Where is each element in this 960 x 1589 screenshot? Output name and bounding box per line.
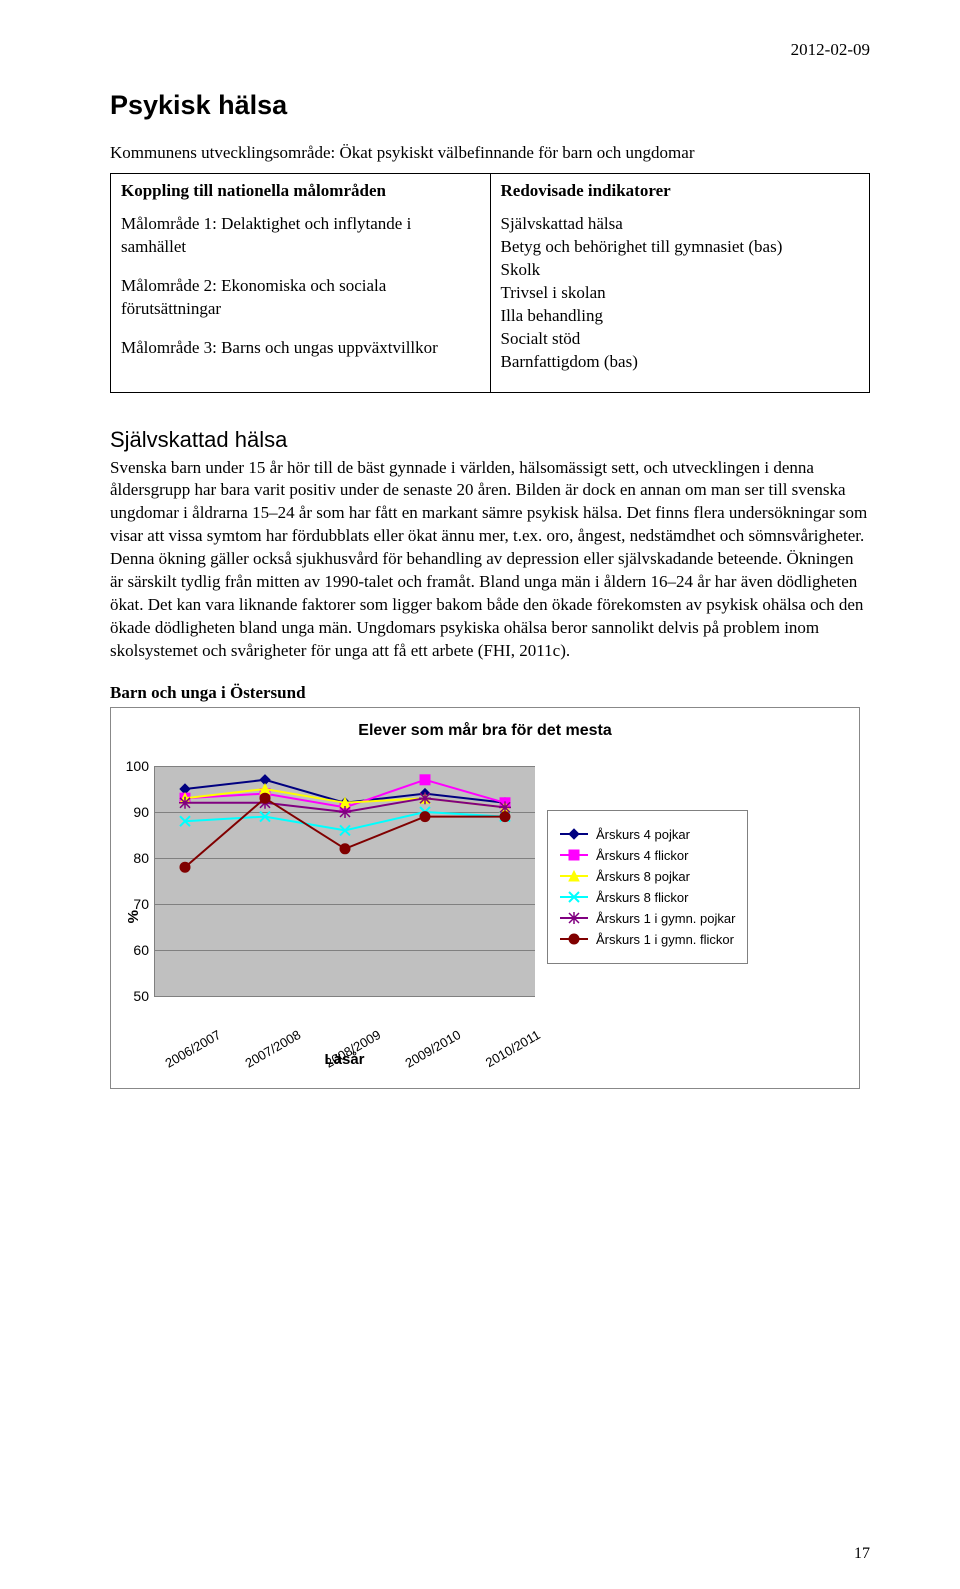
legend-swatch bbox=[560, 912, 588, 924]
chart-ytick: 80 bbox=[115, 850, 149, 866]
body-paragraph: Svenska barn under 15 år hör till de bäs… bbox=[110, 457, 870, 663]
chart-ytick: 50 bbox=[115, 988, 149, 1004]
chart-ytick: 90 bbox=[115, 804, 149, 820]
table-right-item: Trivsel i skolan bbox=[501, 282, 860, 305]
legend-swatch bbox=[560, 870, 588, 882]
legend-label: Årskurs 1 i gymn. pojkar bbox=[596, 911, 735, 926]
table-right-header: Redovisade indikatorer bbox=[501, 180, 860, 203]
legend-swatch bbox=[560, 891, 588, 903]
chart-legend: Årskurs 4 pojkar Årskurs 4 flickor Årsku… bbox=[547, 810, 748, 964]
table-left-item: Målområde 2: Ekonomiska och sociala föru… bbox=[121, 275, 480, 321]
legend-label: Årskurs 4 flickor bbox=[596, 848, 688, 863]
page-number: 17 bbox=[854, 1545, 870, 1563]
table-right-item: Betyg och behörighet till gymnasiet (bas… bbox=[501, 236, 860, 259]
chart-container: Elever som mår bra för det mesta % 50607… bbox=[110, 707, 860, 1089]
legend-item: Årskurs 4 flickor bbox=[560, 848, 735, 863]
legend-label: Årskurs 8 pojkar bbox=[596, 869, 690, 884]
linkage-table: Koppling till nationella målområden Målo… bbox=[110, 173, 870, 393]
chart-ytick: 100 bbox=[115, 758, 149, 774]
table-right-item: Självskattad hälsa bbox=[501, 213, 860, 236]
date-header: 2012-02-09 bbox=[110, 40, 870, 60]
table-right-item: Illa behandling bbox=[501, 305, 860, 328]
table-left-item: Målområde 1: Delaktighet och inflytande … bbox=[121, 213, 480, 259]
legend-item: Årskurs 4 pojkar bbox=[560, 827, 735, 842]
table-right-cell: Redovisade indikatorer Självskattad häls… bbox=[490, 174, 870, 393]
chart-ytick: 60 bbox=[115, 942, 149, 958]
legend-swatch bbox=[560, 828, 588, 840]
table-right-item: Skolk bbox=[501, 259, 860, 282]
table-right-item: Barnfattigdom (bas) bbox=[501, 351, 860, 374]
legend-item: Årskurs 1 i gymn. pojkar bbox=[560, 911, 735, 926]
chart-plot-area: 50607080901002006/20072007/20082008/2009… bbox=[154, 766, 535, 997]
legend-label: Årskurs 1 i gymn. flickor bbox=[596, 932, 734, 947]
chart-gridline bbox=[155, 996, 535, 997]
table-left-item: Målområde 3: Barns och ungas uppväxtvill… bbox=[121, 337, 480, 360]
table-left-header: Koppling till nationella målområden bbox=[121, 180, 480, 203]
legend-swatch bbox=[560, 933, 588, 945]
legend-item: Årskurs 8 flickor bbox=[560, 890, 735, 905]
section-title: Självskattad hälsa bbox=[110, 427, 870, 453]
legend-label: Årskurs 4 pojkar bbox=[596, 827, 690, 842]
legend-swatch bbox=[560, 849, 588, 861]
chart-plot-wrap: 50607080901002006/20072007/20082008/2009… bbox=[154, 766, 535, 1068]
chart-series-svg bbox=[155, 766, 535, 996]
subtitle: Kommunens utvecklingsområde: Ökat psykis… bbox=[110, 143, 870, 163]
page-title: Psykisk hälsa bbox=[110, 90, 870, 121]
legend-item: Årskurs 1 i gymn. flickor bbox=[560, 932, 735, 947]
chart-y-label: % bbox=[125, 910, 142, 923]
chart-ytick: 70 bbox=[115, 896, 149, 912]
table-right-item: Socialt stöd bbox=[501, 328, 860, 351]
legend-item: Årskurs 8 pojkar bbox=[560, 869, 735, 884]
page-container: 2012-02-09 Psykisk hälsa Kommunens utvec… bbox=[0, 0, 960, 1589]
legend-label: Årskurs 8 flickor bbox=[596, 890, 688, 905]
chart-title: Elever som mår bra för det mesta bbox=[125, 722, 845, 740]
table-left-cell: Koppling till nationella målområden Målo… bbox=[111, 174, 491, 393]
sub-heading: Barn och unga i Östersund bbox=[110, 683, 870, 703]
